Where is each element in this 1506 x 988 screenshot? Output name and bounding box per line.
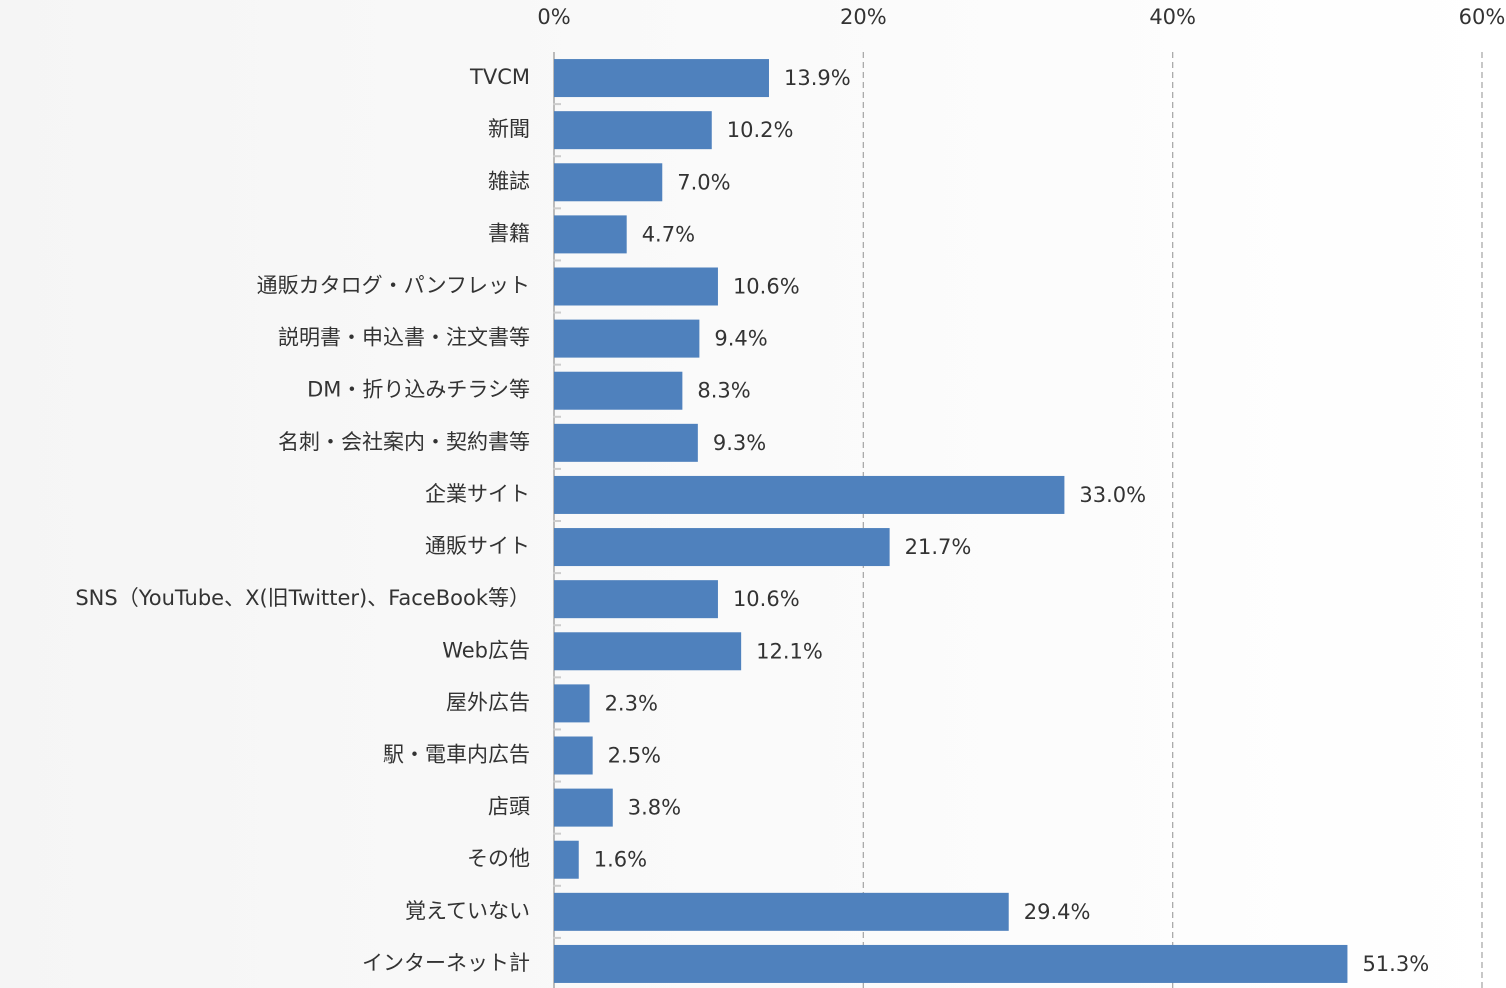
value-label: 10.2% [727, 118, 794, 142]
value-label: 10.6% [733, 587, 800, 611]
bar [554, 580, 718, 619]
y-tick-label: インターネット計 [362, 951, 530, 975]
y-tick-label: 覚えていない [405, 899, 530, 923]
bar [554, 111, 712, 150]
x-tick-label: 40% [1149, 5, 1196, 29]
bar [554, 632, 742, 671]
value-label: 33.0% [1079, 483, 1146, 507]
y-tick-label: 通販カタログ・パンフレット [257, 274, 530, 298]
bar [554, 475, 1065, 514]
value-label: 51.3% [1362, 952, 1429, 976]
value-label: 29.4% [1024, 900, 1091, 924]
value-label: 2.3% [605, 691, 658, 715]
value-label: 4.7% [642, 222, 695, 246]
bar [554, 944, 1348, 983]
y-tick-label: 雑誌 [488, 169, 530, 193]
value-label: 1.6% [594, 848, 647, 872]
bar [554, 267, 718, 306]
bar [554, 215, 627, 254]
bar [554, 528, 890, 567]
bar [554, 371, 683, 410]
x-tick-label: 20% [840, 5, 887, 29]
bar [554, 840, 579, 879]
y-tick-label: 店頭 [488, 795, 530, 819]
bar [554, 736, 593, 775]
y-tick-label: その他 [467, 847, 530, 871]
bar [554, 163, 663, 202]
bar [554, 423, 698, 462]
x-tick-label: 60% [1459, 5, 1506, 29]
y-tick-label: 名刺・会社案内・契約書等 [278, 430, 530, 454]
value-label: 7.0% [677, 170, 730, 194]
value-label: 8.3% [697, 379, 750, 403]
y-tick-label: 書籍 [488, 221, 530, 245]
y-tick-label: Web広告 [442, 638, 530, 662]
value-label: 10.6% [733, 275, 800, 299]
bar [554, 319, 700, 358]
value-label: 9.3% [713, 431, 766, 455]
x-tick-label: 0% [537, 5, 570, 29]
value-label: 12.1% [756, 639, 823, 663]
bar [554, 788, 613, 827]
y-tick-label: 説明書・申込書・注文書等 [278, 326, 530, 350]
y-tick-label: 通販サイト [425, 534, 530, 558]
y-tick-label: SNS（YouTube、X(旧Twitter)、FaceBook等） [75, 586, 530, 610]
value-label: 3.8% [628, 796, 681, 820]
bar [554, 684, 590, 723]
y-tick-label: 新聞 [488, 117, 530, 141]
value-label: 21.7% [905, 535, 972, 559]
value-label: 13.9% [784, 66, 851, 90]
y-tick-label: 駅・電車内広告 [383, 743, 530, 767]
value-label: 2.5% [608, 744, 661, 768]
bar [554, 59, 769, 98]
y-tick-label: DM・折り込みチラシ等 [307, 378, 530, 402]
value-label: 9.4% [714, 327, 767, 351]
bar [554, 892, 1009, 931]
y-tick-label: TVCM [469, 65, 530, 89]
y-tick-label: 企業サイト [425, 482, 530, 506]
y-tick-label: 屋外広告 [446, 690, 530, 714]
